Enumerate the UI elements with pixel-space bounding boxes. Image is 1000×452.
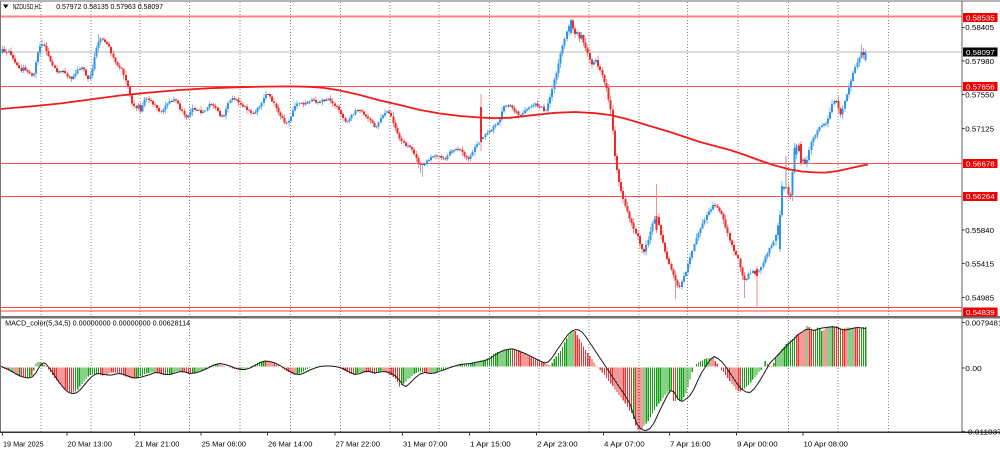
svg-text:10 Apr 08:00: 10 Apr 08:00 <box>804 439 848 448</box>
svg-text:20 Mar 13:00: 20 Mar 13:00 <box>68 439 112 448</box>
svg-text:1 Apr 15:00: 1 Apr 15:00 <box>470 439 511 448</box>
svg-text:21 Mar 21:00: 21 Mar 21:00 <box>135 439 179 448</box>
svg-text:7 Apr 16:00: 7 Apr 16:00 <box>670 439 711 448</box>
svg-text:0.56678: 0.56678 <box>966 159 995 168</box>
svg-text:0.55415: 0.55415 <box>965 259 994 268</box>
svg-text:26 Mar 14:00: 26 Mar 14:00 <box>268 439 312 448</box>
svg-text:0.58535: 0.58535 <box>966 13 995 22</box>
svg-text:19 Mar 2025: 19 Mar 2025 <box>3 439 44 448</box>
svg-text:0.54839: 0.54839 <box>966 308 995 317</box>
svg-text:0.57125: 0.57125 <box>965 124 994 133</box>
svg-text:0.57980: 0.57980 <box>965 57 994 66</box>
svg-text:0.54985: 0.54985 <box>965 293 994 302</box>
svg-text:0.56264: 0.56264 <box>966 192 995 201</box>
svg-text:25 Mar 06:00: 25 Mar 06:00 <box>202 439 246 448</box>
svg-text:9 Apr 00:00: 9 Apr 00:00 <box>737 439 778 448</box>
svg-text:0.55840: 0.55840 <box>965 226 994 235</box>
svg-text:0.58097: 0.58097 <box>966 48 995 57</box>
svg-text:0.57550: 0.57550 <box>965 91 994 100</box>
svg-text:0.0079481: 0.0079481 <box>965 318 1000 327</box>
svg-text:0.57656: 0.57656 <box>966 82 995 91</box>
svg-text:4 Apr 07:00: 4 Apr 07:00 <box>604 439 645 448</box>
svg-text:NZDUSD,H1: NZDUSD,H1 <box>13 2 42 11</box>
svg-text:0.00: 0.00 <box>965 364 981 373</box>
svg-text:2 Apr 23:00: 2 Apr 23:00 <box>537 439 578 448</box>
svg-text:31 Mar 07:00: 31 Mar 07:00 <box>403 439 447 448</box>
svg-text:0.57972 0.58135 0.57963 0.5809: 0.57972 0.58135 0.57963 0.58097 <box>56 2 163 11</box>
svg-text:0.58405: 0.58405 <box>965 23 994 32</box>
svg-text:MACD_color(5,34,5) 0.00000000: MACD_color(5,34,5) 0.00000000 0.00000000… <box>5 318 190 327</box>
svg-text:27 Mar 22:00: 27 Mar 22:00 <box>336 439 380 448</box>
svg-text:-0.0110376: -0.0110376 <box>965 427 1000 436</box>
